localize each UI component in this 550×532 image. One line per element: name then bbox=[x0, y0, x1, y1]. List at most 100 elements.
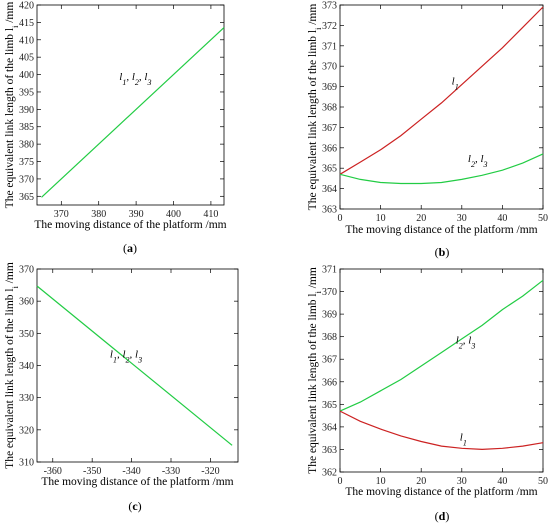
y-tick-label: 373 bbox=[322, 1, 337, 12]
x-tick-label: 40 bbox=[497, 476, 507, 487]
x-axis-label: The moving distance of the platform /mm bbox=[345, 224, 537, 236]
y-axis-label-unit: /mm bbox=[4, 262, 16, 286]
y-tick-label: 350 bbox=[19, 329, 34, 340]
y-axis-label-subscript: i bbox=[11, 25, 20, 28]
y-tick-label: 368 bbox=[322, 103, 337, 114]
y-tick-label: 415 bbox=[19, 18, 34, 29]
y-tick-label: 366 bbox=[322, 143, 337, 154]
x-tick-label: 20 bbox=[416, 213, 426, 224]
series-line-green bbox=[36, 285, 233, 446]
annotation-subscript: 1 bbox=[113, 355, 117, 364]
y-axis-label-unit: /mm bbox=[4, 2, 16, 26]
panel-label: (a) bbox=[123, 241, 137, 255]
panel-label-letter: d bbox=[439, 509, 446, 523]
x-tick-label: -330 bbox=[162, 466, 180, 477]
annotation-subscript: 2 bbox=[126, 355, 130, 364]
annotation-text: l bbox=[119, 71, 122, 83]
x-tick-label: 30 bbox=[457, 213, 467, 224]
panel-label-letter: a bbox=[127, 241, 133, 255]
y-tick-label: 365 bbox=[19, 192, 34, 203]
y-tick-label: 375 bbox=[19, 157, 34, 168]
y-axis-label-unit: /mm bbox=[307, 4, 319, 28]
annotation-subscript: 2 bbox=[459, 341, 463, 350]
x-tick-label: 20 bbox=[416, 476, 426, 487]
annotation-subscript: 2 bbox=[135, 77, 139, 86]
y-axis-label: The equivalent link length of the limb l… bbox=[4, 2, 20, 209]
y-axis-label-text: The equivalent link length of the limb l bbox=[4, 28, 16, 208]
y-axis-label-subscript: i bbox=[11, 285, 20, 288]
x-axis-label: The moving distance of the platform /mm bbox=[345, 486, 537, 498]
x-tick-label: -360 bbox=[44, 466, 62, 477]
series-line-green bbox=[41, 27, 225, 198]
x-tick-label: -350 bbox=[83, 466, 101, 477]
y-tick-label: 330 bbox=[19, 393, 34, 404]
annotation-text: l bbox=[456, 334, 459, 346]
y-tick-label: 363 bbox=[322, 205, 337, 216]
annotation-subscript: 3 bbox=[470, 341, 475, 350]
series-annotation: l2, l3 bbox=[456, 334, 476, 350]
series-line-red bbox=[339, 410, 544, 451]
series-line-green bbox=[339, 279, 544, 412]
annotation-text: l bbox=[452, 76, 455, 88]
annotation-subscript: 2 bbox=[471, 160, 475, 169]
annotation-subscript: 1 bbox=[463, 438, 467, 447]
y-tick-label: 370 bbox=[322, 287, 337, 298]
y-tick-label: 370 bbox=[19, 265, 34, 276]
annotation-subscript: 3 bbox=[146, 77, 151, 86]
series-line-red bbox=[339, 6, 544, 175]
y-tick-label: 360 bbox=[19, 297, 34, 308]
panel-label-paren: ) bbox=[138, 499, 142, 513]
x-tick-label: 410 bbox=[203, 209, 218, 220]
y-tick-label: 365 bbox=[322, 164, 337, 175]
plot-frame bbox=[36, 268, 239, 463]
x-tick-label: 10 bbox=[376, 476, 386, 487]
panel-label: (c) bbox=[128, 499, 141, 513]
panel-d: 0 10 20 30 40 50 362 363 364 365 366 367 368 369 370 37… bbox=[307, 265, 548, 524]
y-tick-label: 369 bbox=[322, 82, 337, 93]
y-tick-label: 362 bbox=[322, 468, 337, 479]
x-tick-label: 10 bbox=[376, 213, 386, 224]
annotation-text: l bbox=[468, 153, 471, 165]
x-tick-label: 390 bbox=[129, 209, 144, 220]
panel-b: 0 10 20 30 40 50 363 364 365 366 367 368 369 370 371 37… bbox=[307, 1, 548, 260]
y-axis-label-text: The equivalent link length of the limb l bbox=[307, 293, 319, 473]
series-line-green bbox=[339, 153, 544, 185]
annotation-text: , l bbox=[475, 153, 484, 165]
y-tick-label: 400 bbox=[19, 70, 34, 81]
series-annotation: l1, l2, l3 bbox=[119, 71, 151, 87]
panel-a: 370 380 390 400 410 365 370 375 380 385 390 395 400 4… bbox=[4, 1, 227, 256]
series-annotation: l1 bbox=[452, 76, 459, 92]
y-tick-label: 372 bbox=[322, 21, 337, 32]
y-tick-label: 390 bbox=[19, 105, 34, 116]
series-annotation: l2, l3 bbox=[468, 153, 488, 169]
y-tick-label: 370 bbox=[19, 174, 34, 185]
y-axis-label-text: The equivalent link length of the limb l bbox=[4, 288, 16, 468]
panel-label-letter: b bbox=[439, 245, 446, 259]
annotation-subscript: 1 bbox=[122, 77, 126, 86]
panel-label-paren: ) bbox=[445, 245, 449, 259]
x-tick-label: -340 bbox=[122, 466, 140, 477]
panel-label-paren: ( bbox=[435, 509, 439, 523]
annotation-text: l bbox=[460, 431, 463, 443]
y-axis-label-text: The equivalent link length of the limb l bbox=[307, 30, 319, 210]
y-tick-label: 385 bbox=[19, 122, 34, 133]
x-tick-label: 0 bbox=[338, 476, 343, 487]
y-axis-label: The equivalent link length of the limb l… bbox=[4, 262, 20, 469]
y-tick-label: 395 bbox=[19, 87, 34, 98]
plot-frame bbox=[36, 4, 225, 206]
panel-label-paren: ( bbox=[435, 245, 439, 259]
y-tick-label: 405 bbox=[19, 53, 34, 64]
series-annotation: l1, l2, l3 bbox=[110, 348, 142, 364]
panel-label-paren: ) bbox=[133, 241, 137, 255]
annotation-text: , l bbox=[130, 348, 139, 360]
x-tick-label: 400 bbox=[166, 209, 181, 220]
y-tick-label: 365 bbox=[322, 400, 337, 411]
plot-frame bbox=[339, 268, 544, 473]
y-tick-label: 366 bbox=[322, 377, 337, 388]
x-tick-label: 380 bbox=[91, 209, 106, 220]
y-tick-label: 369 bbox=[322, 310, 337, 321]
y-tick-label: 410 bbox=[19, 35, 34, 46]
series-annotation: l1 bbox=[460, 431, 467, 447]
y-tick-label: 367 bbox=[322, 123, 337, 134]
